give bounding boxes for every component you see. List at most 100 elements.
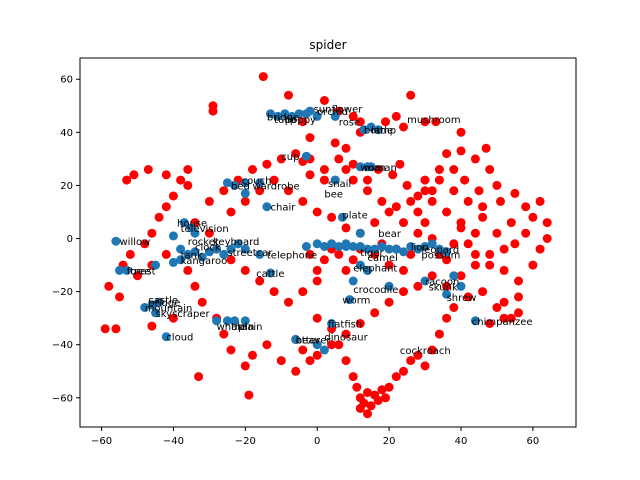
data-point-red-204: [370, 308, 380, 318]
data-point-red-41: [496, 196, 505, 206]
point-label: tree: [130, 266, 150, 277]
data-point-red-162: [312, 207, 322, 217]
data-point-red-175: [129, 170, 139, 180]
data-point-red-31: [395, 159, 405, 169]
data-point-red-14: [341, 143, 351, 153]
data-point-red-113: [373, 396, 383, 405]
x-tick-label: 20: [383, 436, 396, 447]
data-point-red-181: [219, 186, 229, 196]
data-point-red-52: [485, 249, 495, 259]
data-point-red-206: [399, 287, 408, 297]
data-point-blue-84: [348, 276, 358, 286]
data-point-red-203: [355, 319, 365, 328]
data-point-red-126: [442, 313, 452, 323]
data-point-red-74: [319, 255, 329, 265]
point-label: woman: [360, 163, 397, 174]
point-label: beaver: [296, 335, 332, 346]
data-point-red-133: [514, 308, 523, 318]
data-point-blue-2: [280, 109, 290, 119]
data-point-blue-29: [168, 231, 178, 241]
data-point-blue-30: [176, 244, 186, 254]
data-point-red-42: [510, 188, 520, 198]
data-point-red-174: [478, 202, 488, 212]
point-label: train: [231, 322, 254, 333]
data-point-blue-90: [470, 316, 480, 326]
data-point-blue-59: [319, 242, 329, 251]
data-point-red-49: [510, 239, 520, 249]
data-point-blue-6: [305, 106, 315, 116]
data-point-red-197: [470, 154, 480, 164]
data-point-red-166: [370, 218, 380, 228]
y-axis: −60 −40 −20 0 20 40 60: [52, 75, 80, 404]
x-tick-label: −60: [91, 436, 112, 447]
point-label: rocket: [188, 237, 219, 248]
data-point-red-96: [276, 356, 286, 366]
data-point-blue-28: [190, 228, 200, 238]
point-label: camel: [368, 253, 398, 264]
data-point-red-29: [373, 165, 383, 174]
data-point-red-211: [470, 249, 480, 259]
point-label: wardrobe: [253, 181, 300, 192]
data-point-blue-47: [111, 236, 121, 246]
data-point-blue-45: [122, 265, 132, 275]
point-label: bee: [324, 189, 343, 200]
data-point-red-130: [492, 303, 502, 312]
point-label: clock: [195, 243, 221, 254]
point-label: poppy: [285, 115, 316, 126]
data-point-red-87: [183, 265, 193, 275]
data-point-blue-32: [190, 247, 200, 257]
data-point-red-18: [399, 122, 408, 132]
point-label: dinosaur: [324, 333, 368, 344]
data-point-red-32: [402, 180, 412, 190]
data-point-blue-38: [233, 239, 243, 249]
data-point-red-71: [341, 265, 351, 275]
data-point-blue-33: [197, 252, 207, 262]
point-label: plain: [238, 322, 262, 333]
data-point-red-167: [384, 207, 394, 217]
data-point-red-140: [161, 202, 171, 212]
data-point-blue-0: [266, 109, 275, 119]
data-point-red-129: [478, 287, 488, 297]
data-point-blue-79: [384, 281, 394, 291]
data-point-blue-78: [363, 265, 372, 275]
data-point-red-128: [463, 292, 473, 302]
data-point-red-199: [298, 345, 308, 355]
point-label: bed: [231, 181, 250, 192]
data-point-red-190: [348, 175, 358, 185]
data-point-red-24: [319, 175, 329, 185]
data-point-red-70: [348, 255, 358, 265]
data-point-red-177: [143, 165, 153, 174]
y-tick-label: −60: [52, 393, 73, 404]
data-point-red-176: [122, 175, 132, 185]
y-tick-label: −40: [52, 340, 73, 351]
data-point-red-164: [341, 223, 351, 233]
data-point-red-81: [147, 321, 157, 331]
data-point-blue-42: [176, 255, 186, 265]
data-point-blue-9: [359, 125, 369, 135]
data-point-red-118: [384, 382, 394, 392]
data-point-red-54: [463, 239, 473, 249]
data-point-red-5: [355, 117, 365, 127]
data-point-red-188: [319, 165, 329, 174]
data-point-blue-85: [345, 295, 355, 305]
data-point-blue-50: [151, 308, 160, 318]
point-label: cup: [281, 152, 299, 163]
data-point-red-60: [420, 218, 430, 228]
data-point-red-215: [528, 260, 538, 270]
data-point-blue-1: [273, 111, 283, 121]
data-point-red-104: [334, 340, 344, 350]
data-point-red-195: [420, 186, 430, 196]
point-label: leopard: [421, 245, 459, 256]
data-point-blue-11: [373, 125, 383, 135]
data-point-red-11: [298, 117, 308, 127]
y-tick-label: −20: [52, 287, 73, 298]
point-label: possum: [421, 250, 460, 261]
data-point-red-100: [194, 372, 204, 382]
data-point-blue-60: [327, 239, 337, 249]
data-point-blue-14: [230, 180, 240, 190]
data-point-blue-54: [222, 316, 232, 326]
data-point-blue-66: [370, 244, 380, 254]
data-point-red-12: [305, 133, 315, 143]
data-point-blue-4: [294, 109, 304, 119]
data-point-red-105: [341, 356, 351, 366]
